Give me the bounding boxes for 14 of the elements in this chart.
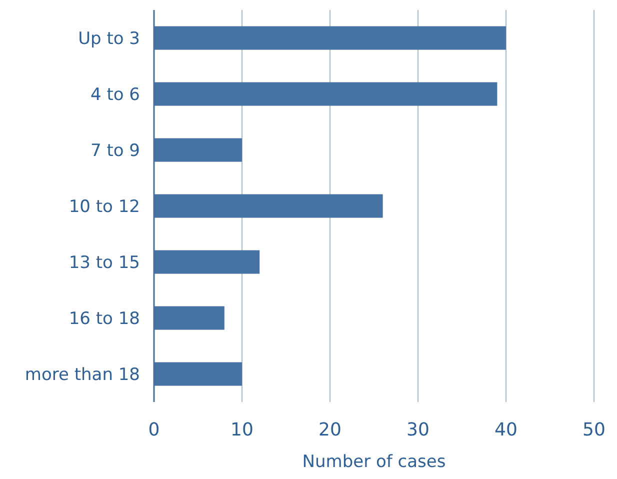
y-tick-label: 7 to 9 — [90, 140, 140, 161]
x-tick-label: 20 — [318, 419, 342, 440]
x-tick-label: 10 — [230, 419, 254, 440]
x-tick-label: 0 — [148, 419, 160, 440]
y-tick-label: 10 to 12 — [68, 196, 140, 217]
y-tick-label: more than 18 — [24, 364, 140, 385]
y-tick-label: Up to 3 — [78, 28, 140, 49]
y-tick-label: 16 to 18 — [68, 308, 140, 329]
x-tick-label: 30 — [406, 419, 430, 440]
x-axis-title: Number of cases — [302, 452, 446, 472]
y-tick-label: 13 to 15 — [68, 252, 140, 273]
x-tick-label: 40 — [494, 419, 518, 440]
x-tick-label: 50 — [582, 419, 606, 440]
y-tick-label: 4 to 6 — [90, 84, 140, 105]
